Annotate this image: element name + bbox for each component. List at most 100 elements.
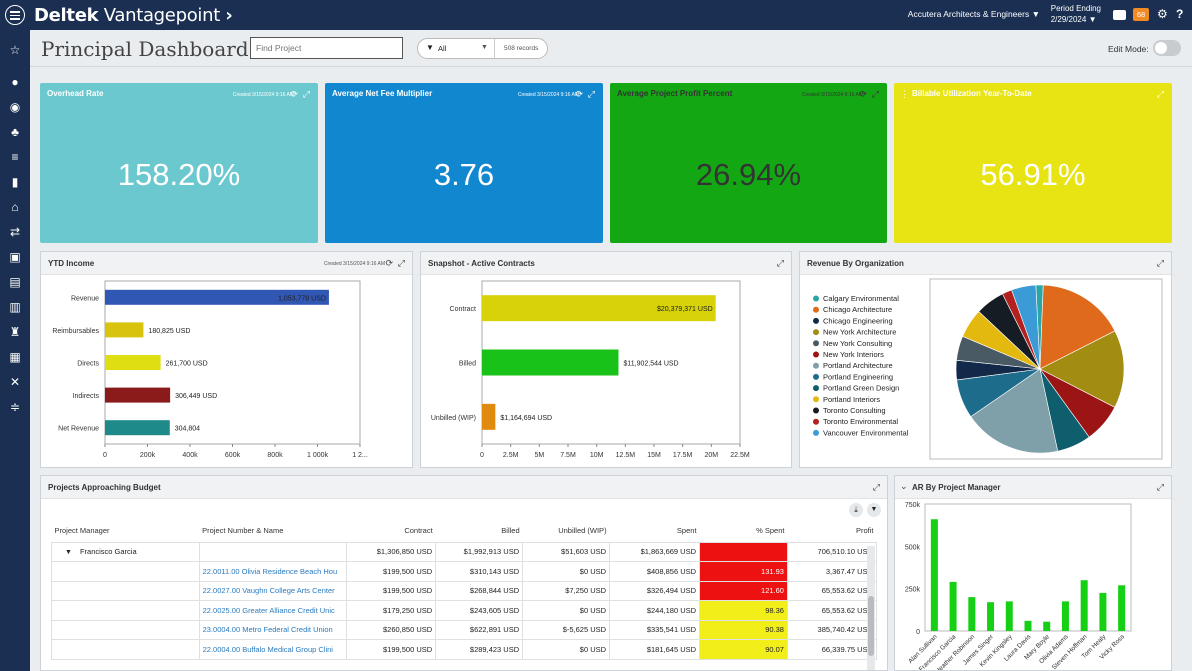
chart-columns-icon[interactable]: ▥: [9, 300, 21, 314]
sliders-icon[interactable]: ≑: [9, 400, 21, 414]
project-filter[interactable]: ▼ All ▼ 508 records: [417, 38, 548, 59]
help-icon[interactable]: ?: [1176, 7, 1184, 21]
refresh-icon[interactable]: ⟳: [290, 89, 298, 99]
company-selector[interactable]: Accutera Architects & Engineers ▼: [908, 9, 1040, 19]
scrollbar-thumb[interactable]: [868, 596, 874, 656]
column-header[interactable]: Project Manager: [54, 526, 110, 536]
calculator-icon[interactable]: ▦: [9, 350, 21, 364]
expand-icon[interactable]: ⤢: [587, 89, 595, 99]
transfer-icon[interactable]: ⇄: [9, 225, 21, 239]
tools-icon[interactable]: ✕: [9, 375, 21, 389]
messages-icon[interactable]: [1113, 10, 1126, 20]
pie-slice: [1011, 284, 1041, 370]
document-icon[interactable]: ▤: [9, 275, 21, 289]
bank-icon[interactable]: ⌂: [11, 200, 19, 214]
expand-icon[interactable]: ⤢: [776, 258, 784, 268]
tick-label: 0: [103, 452, 107, 459]
legend-label: Toronto Consulting: [823, 406, 886, 415]
project-link[interactable]: 22.0004.00 Buffalo Medical Group Clini: [198, 639, 348, 660]
expand-icon[interactable]: ⤢: [871, 89, 879, 99]
star-icon[interactable]: ☆: [9, 43, 21, 57]
panel-header: Snapshot - Active Contracts ⤢: [421, 252, 791, 275]
panel-title: Revenue By Organization: [807, 259, 904, 268]
trophy-icon[interactable]: ♜: [9, 325, 21, 339]
table-scrollbar[interactable]: [867, 546, 875, 670]
kpi-overhead-rate[interactable]: Overhead Rate Created 3/15/2024 9:16 AM …: [40, 83, 318, 243]
notification-badge[interactable]: 68: [1133, 8, 1149, 21]
kpi-net-fee-multiplier[interactable]: Average Net Fee Multiplier Created 3/15/…: [325, 83, 603, 243]
drag-handle-icon[interactable]: ⋮: [900, 89, 909, 99]
table-row[interactable]: 22.0027.00 Vaughn College Arts Center $1…: [51, 580, 878, 601]
list-icon[interactable]: ≡: [11, 150, 19, 164]
panel-header: Revenue By Organization ⤢: [800, 252, 1171, 275]
column-header[interactable]: Profit: [855, 526, 874, 536]
category-label: Reimbursables: [52, 328, 99, 335]
filter-divider: [494, 39, 495, 58]
refresh-icon[interactable]: ⟳: [859, 89, 867, 99]
expand-icon[interactable]: ⤢: [1156, 89, 1164, 99]
project-link[interactable]: 22.0025.00 Greater Alliance Credit Unic: [198, 600, 348, 621]
money-bag-icon[interactable]: ♣: [11, 125, 19, 139]
column-header[interactable]: Unbilled (WIP): [558, 526, 607, 536]
expand-icon[interactable]: ⤢: [872, 482, 880, 492]
bar-mark: [1080, 580, 1088, 631]
app-brand[interactable]: Deltek Vantagepoint ›: [34, 5, 233, 26]
filter-dropdown-icon[interactable]: ▼: [481, 44, 488, 51]
billed-cell: $310,143 USD: [435, 561, 524, 582]
expand-icon[interactable]: ⤢: [302, 89, 310, 99]
collapse-icon[interactable]: ▼: [65, 549, 72, 557]
column-header[interactable]: Billed: [501, 526, 520, 536]
refresh-icon[interactable]: ⟳: [385, 258, 393, 268]
person-icon[interactable]: ●: [11, 75, 19, 89]
find-project-input[interactable]: [250, 37, 403, 59]
compass-icon[interactable]: ◉: [9, 100, 21, 114]
unbilled-cell: $0 USD: [522, 561, 611, 582]
table-row[interactable]: 22.0025.00 Greater Alliance Credit Unic …: [51, 600, 878, 621]
table-row[interactable]: 23.0004.00 Metro Federal Credit Union $2…: [51, 619, 878, 640]
download-icon[interactable]: ⤓: [849, 503, 863, 517]
gear-icon[interactable]: ⚙: [1157, 7, 1168, 21]
building-icon[interactable]: ▣: [9, 250, 21, 264]
unbilled-cell: $7,250 USD: [522, 580, 611, 601]
legend-marker: [813, 407, 819, 414]
contract-cell: $199,500 USD: [346, 561, 437, 582]
column-header[interactable]: Project Number & Name: [202, 526, 284, 536]
period-ending[interactable]: Period Ending 2/29/2024 ▼: [1051, 3, 1101, 25]
column-header[interactable]: Spent: [676, 526, 697, 536]
category-label: Billed: [459, 361, 476, 368]
panel-title: AR By Project Manager: [912, 483, 1001, 492]
panel-header: YTD Income Created 3/15/2024 9:16 AM ⟳ ⤢: [41, 252, 412, 275]
edit-mode-toggle[interactable]: [1153, 40, 1181, 56]
spent-cell: $326,494 USD: [609, 580, 701, 601]
expand-icon[interactable]: ⤢: [1156, 258, 1164, 268]
filter-icon[interactable]: ▼: [867, 503, 881, 517]
legend-label: Chicago Engineering: [823, 316, 893, 325]
column-header[interactable]: % Spent: [756, 526, 785, 536]
tick-label: 1 000k: [307, 452, 329, 459]
collapse-chevron-icon[interactable]: ⌄: [900, 481, 908, 491]
table-group-row[interactable]: ▼ Francisco Garcia $1,306,850 USD $1,992,…: [51, 541, 878, 562]
panel-created: Created 3/15/2024 9:16 AM: [323, 261, 385, 267]
profit-cell: 65,553.62 USD: [786, 580, 878, 601]
kpi-project-profit[interactable]: Average Project Profit Percent Created 3…: [610, 83, 887, 243]
filter-value: All: [438, 44, 447, 53]
group-profit: 706,510.10 USD: [786, 541, 878, 562]
project-link[interactable]: 22.0011.00 Olivia Residence Beach Hou: [198, 561, 348, 582]
table-row[interactable]: 22.0004.00 Buffalo Medical Group Clini $…: [51, 639, 878, 660]
kpi-billable-utilization[interactable]: Billable Utilization Year-To-Date ⋮ ⤢ 56…: [894, 83, 1172, 243]
project-link[interactable]: 22.0027.00 Vaughn College Arts Center: [198, 580, 348, 601]
spent-cell: $181,645 USD: [609, 639, 701, 660]
bar-chart-icon[interactable]: ▮: [11, 175, 19, 189]
main-menu-icon[interactable]: [5, 5, 25, 25]
tick-label: 10M: [590, 452, 604, 459]
project-link[interactable]: 23.0004.00 Metro Federal Credit Union: [198, 619, 348, 640]
expand-icon[interactable]: ⤢: [1156, 482, 1164, 492]
expand-icon[interactable]: ⤢: [397, 258, 405, 268]
profit-cell: 65,553.62 USD: [786, 600, 878, 621]
data-label: 1,053,778 USD: [278, 295, 326, 302]
snapshot-chart: Contract $20,379,371 USD Billed $11,902,544…: [431, 280, 750, 459]
table-row[interactable]: 22.0011.00 Olivia Residence Beach Hou $1…: [51, 561, 878, 582]
tick-label: 750k: [905, 502, 921, 509]
refresh-icon[interactable]: ⟳: [575, 89, 583, 99]
column-header[interactable]: Contract: [404, 526, 433, 536]
